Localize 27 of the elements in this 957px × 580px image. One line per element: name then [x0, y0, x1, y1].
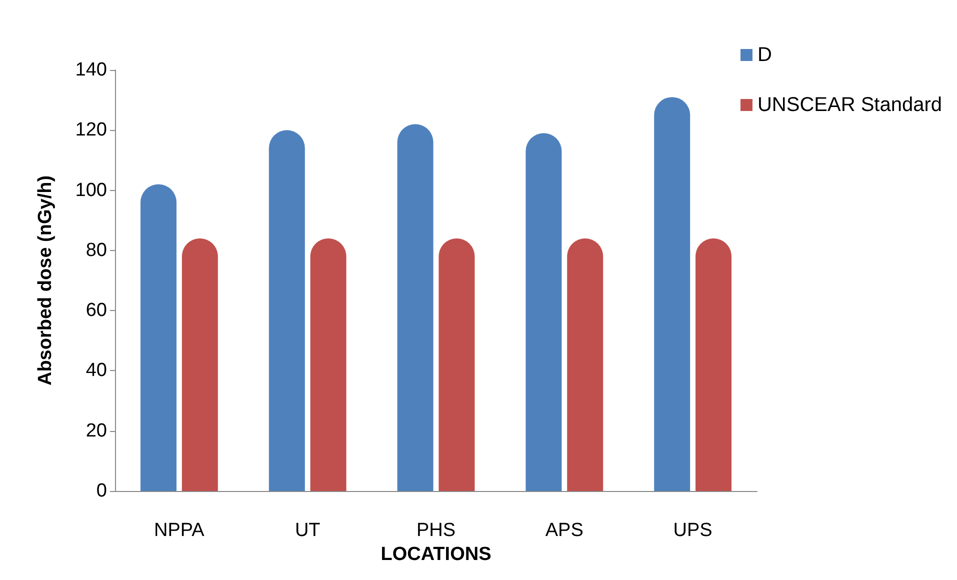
- x-tick-label: UPS: [673, 520, 712, 541]
- y-tick-label: 100: [75, 180, 107, 201]
- x-tick-label: PHS: [416, 520, 456, 541]
- bar: [397, 124, 434, 491]
- bar: [438, 238, 475, 491]
- y-tick-label: 0: [96, 480, 107, 502]
- bar: [654, 97, 690, 491]
- bar: [696, 238, 732, 491]
- x-tick-label: NPPA: [154, 520, 205, 541]
- legend-label: D: [757, 44, 772, 66]
- x-tick-label: APS: [545, 520, 584, 541]
- bar: [268, 130, 305, 491]
- x-axis-title: LOCATIONS: [380, 544, 492, 565]
- bar: [526, 133, 562, 491]
- x-tick-label: UT: [294, 520, 321, 541]
- bar: [567, 238, 604, 491]
- y-tick-label: 40: [86, 360, 107, 382]
- bar: [310, 238, 346, 491]
- y-tick-label: 60: [86, 300, 107, 322]
- y-tick-label: 80: [86, 240, 107, 261]
- y-tick-label: 120: [75, 120, 107, 141]
- bar: [140, 184, 176, 491]
- bar: [182, 238, 218, 491]
- y-tick-label: 140: [75, 60, 107, 80]
- legend-label: UNSCEAR Standard: [757, 94, 942, 116]
- y-axis-title: Absorbed dose (nGy/h): [35, 175, 56, 386]
- y-tick-label: 20: [86, 420, 107, 442]
